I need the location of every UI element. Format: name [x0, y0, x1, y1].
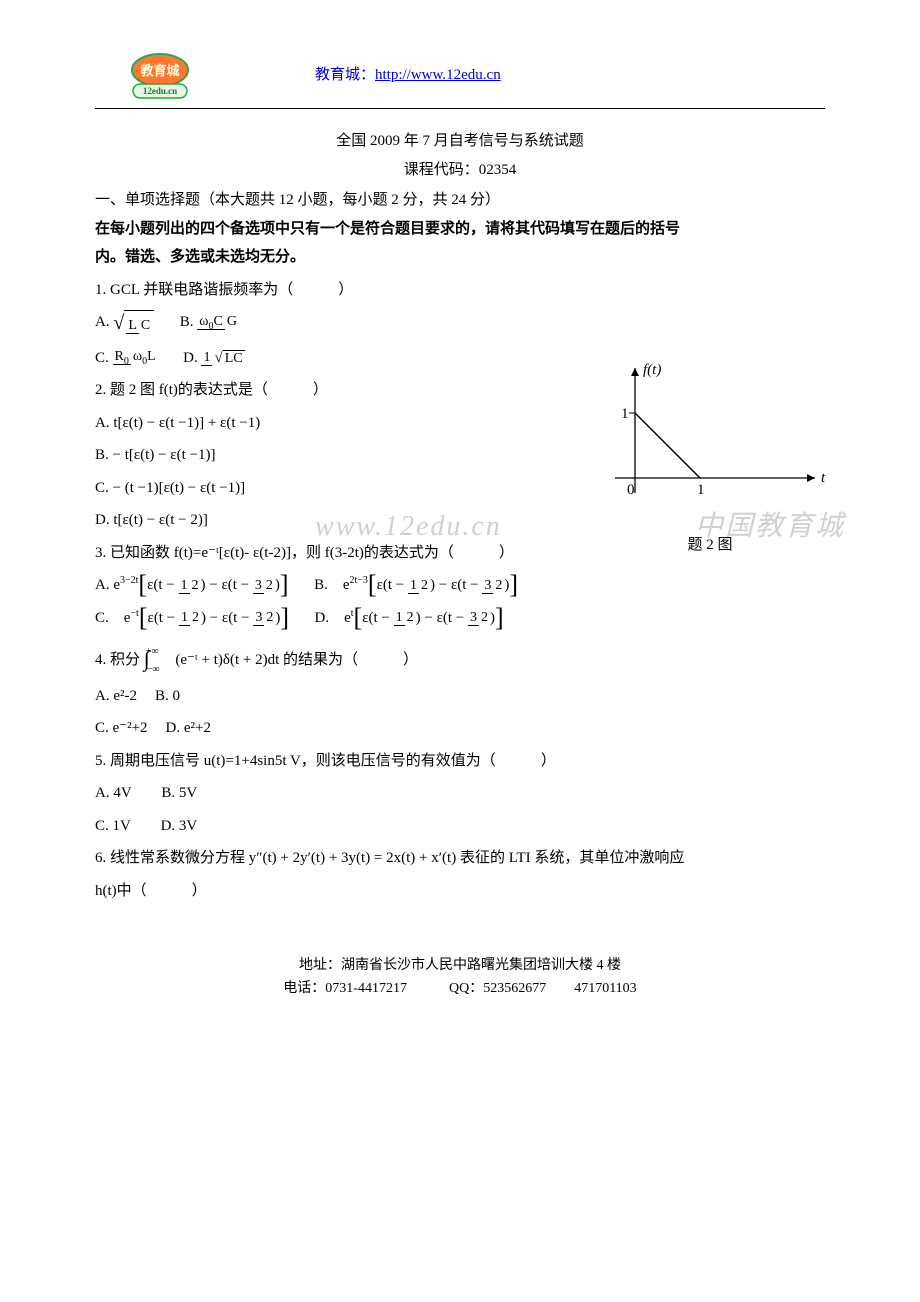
q6-line2: h(t)中（ ） [95, 877, 825, 906]
section-1-heading: 一、单项选择题（本大题共 12 小题，每小题 2 分，共 24 分） [95, 186, 825, 215]
page-footer: 地址：湖南省长沙市人民中路曙光集团培训大楼 4 楼 电话：0731-441721… [95, 955, 825, 1000]
logo-bottom-text: 12edu.cn [143, 86, 177, 96]
q1d-num: 1 [201, 350, 212, 366]
q4-prefix: 4. 积分 [95, 652, 140, 668]
q4-suffix: 的结果为（ ） [283, 652, 418, 668]
q4-optD: D. e²+2 [166, 720, 211, 736]
fig-xlabel: t [821, 470, 826, 486]
q1-text: 1. GCL 并联电路谐振频率为（ ） [95, 276, 825, 305]
q2-figure: 1 0 1 f(t) t 题 2 图 [585, 358, 835, 538]
q4-optB: B. 0 [155, 688, 180, 704]
header-link-url[interactable]: http://www.12edu.cn [375, 67, 501, 83]
footer-contact: 电话：0731-4417217 QQ：523562677 471701103 [95, 978, 825, 1000]
q6-prefix: 6. 线性常系数微分方程 [95, 850, 249, 866]
header-link-label: 教育城： [315, 67, 375, 83]
footer-phone: 0731-4417217 [325, 981, 407, 996]
q1c-num: R [115, 349, 124, 364]
logo-top-text: 教育城 [139, 63, 179, 78]
q5-opts-row2: C. 1V D. 3V [95, 812, 825, 841]
q6-line1: 6. 线性常系数微分方程 y″(t) + 2y′(t) + 3y(t) = 2x… [95, 844, 825, 873]
q1d-den: LC [223, 350, 245, 366]
page-title: 全国 2009 年 7 月自考信号与系统试题 [95, 127, 825, 156]
q1-opts-row1: A. √LC B. ω0CG [95, 308, 825, 340]
q1b-den: G [225, 314, 239, 329]
q5-optC: C. 1V [95, 818, 131, 834]
q4-text: 4. 积分 ∫+∞−∞(e⁻ᵗ + t)δ(t + 2)dt 的结果为（ ） [95, 636, 825, 678]
q1a-num: L [126, 318, 139, 334]
q5-text: 5. 周期电压信号 u(t)=1+4sin5t V，则该电压信号的有效值为（ ） [95, 747, 825, 776]
q1c-den-omega: ω [133, 349, 142, 364]
q4-opts-row1: A. e²-2 B. 0 [95, 682, 825, 711]
q5-optD: D. 3V [161, 818, 198, 834]
section-1-instruction-1: 在每小题列出的四个备选项中只有一个是符合题目要求的，请将其代码填写在题后的括号 [95, 215, 825, 244]
section-1-instruction-2: 内。错选、多选或未选均无分。 [95, 243, 825, 272]
q2-fig-caption: 题 2 图 [585, 531, 835, 560]
q5-optB: B. 5V [161, 785, 197, 801]
footer-qq2: 471701103 [574, 981, 636, 996]
q5-opts-row1: A. 4V B. 5V [95, 779, 825, 808]
q4-opts-row2: C. e⁻²+2 D. e²+2 [95, 714, 825, 743]
header-divider [95, 108, 825, 109]
fig-ytick-1: 1 [621, 406, 629, 422]
q4-integrand: (e⁻ᵗ + t)δ(t + 2)dt [175, 652, 279, 668]
footer-phone-label: 电话： [283, 981, 325, 996]
fig-origin: 0 [627, 482, 635, 498]
q1a-den: C [139, 318, 152, 333]
header-link[interactable]: 教育城：http://www.12edu.cn [315, 61, 501, 90]
q1c-den-l: L [147, 349, 156, 364]
q1b-num-c: C [213, 314, 222, 329]
footer-qq-label: QQ： [449, 981, 483, 996]
page-subtitle: 课程代码：02354 [95, 156, 825, 185]
q6-equation: y″(t) + 2y′(t) + 3y(t) = 2x(t) + x′(t) [249, 850, 456, 866]
footer-qq1: 523562677 [483, 981, 546, 996]
fig-xtick-1: 1 [697, 482, 705, 498]
site-logo: 教育城 12edu.cn [125, 50, 195, 100]
q3-opts-row1: A. e3−2t[ε(t − 12) − ε(t − 32)] B. e2t−3… [95, 571, 825, 600]
q4-optC: C. e⁻²+2 [95, 720, 148, 736]
footer-address: 地址：湖南省长沙市人民中路曙光集团培训大楼 4 楼 [95, 955, 825, 977]
q5-optA: A. 4V [95, 785, 131, 801]
page-header: 教育城 12edu.cn 教育城：http://www.12edu.cn [95, 50, 825, 100]
q6-suffix: 表征的 LTI 系统，其单位冲激响应 [456, 850, 684, 866]
q3-opts-row2: C. e−t[ε(t − 12) − ε(t − 32)] D. et[ε(t … [95, 604, 825, 633]
fig-ylabel: f(t) [643, 362, 661, 378]
q4-optA: A. e²-2 [95, 688, 137, 704]
